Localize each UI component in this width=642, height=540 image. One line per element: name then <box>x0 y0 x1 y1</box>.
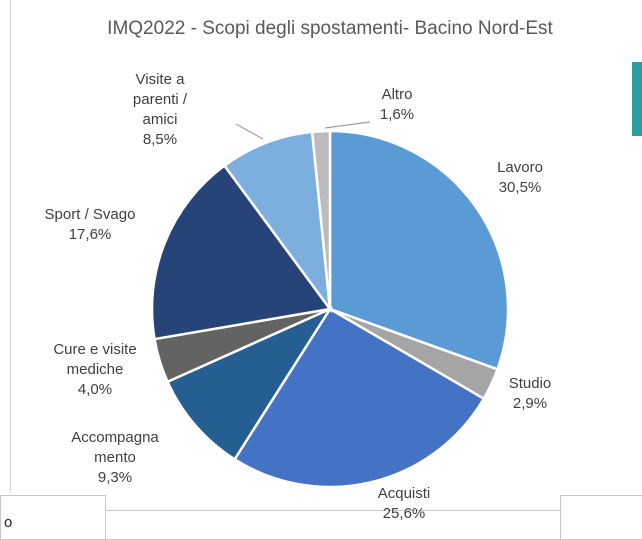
pie-slice <box>165 306 334 462</box>
cell <box>0 495 106 540</box>
label-category: Acquisti <box>377 485 431 502</box>
data-label: Sport / Svago 17,6% <box>25 205 155 245</box>
label-category: Accompagnamento <box>71 429 159 466</box>
leader-line <box>235 123 264 140</box>
label-value: 17,6% <box>68 226 112 243</box>
data-label: Studio 2,9% <box>490 374 570 414</box>
data-label: Visite a parenti / amici 8,5% <box>120 70 200 150</box>
label-value: 8,5% <box>142 131 178 148</box>
label-value: 1,6% <box>379 106 415 123</box>
pie-slice <box>328 129 510 371</box>
chart-title: IMQ2022 - Scopi degli spostamenti- Bacin… <box>107 18 553 39</box>
label-category: Sport / Svago <box>44 206 136 223</box>
pie-slice <box>310 129 332 310</box>
label-category: Cure e visite mediche <box>53 341 137 378</box>
data-label: Lavoro 30,5% <box>465 158 575 198</box>
label-value: 25,6% <box>382 505 426 522</box>
label-category: Visite a parenti / amici <box>132 71 188 128</box>
cell <box>560 495 642 540</box>
label-category: Altro <box>381 86 413 103</box>
label-value: 4,0% <box>77 381 113 398</box>
label-value: 30,5% <box>498 179 542 196</box>
pie-slice <box>222 130 332 314</box>
label-category: Lavoro <box>497 159 543 176</box>
data-label: Cure e visite mediche 4,0% <box>35 340 155 400</box>
cell-text: o <box>4 514 13 531</box>
label-category: Studio <box>508 375 552 392</box>
cell <box>105 510 561 540</box>
data-label: Acquisti 25,6% <box>354 484 454 524</box>
pie-slice <box>150 163 333 341</box>
pie-slice <box>232 307 486 489</box>
side-tab <box>632 62 642 136</box>
data-label: Altro 1,6% <box>362 85 432 125</box>
label-value: 9,3% <box>97 469 133 486</box>
data-label: Accompagnamento 9,3% <box>70 428 160 488</box>
label-value: 2,9% <box>512 395 548 412</box>
leader-line <box>324 121 371 129</box>
